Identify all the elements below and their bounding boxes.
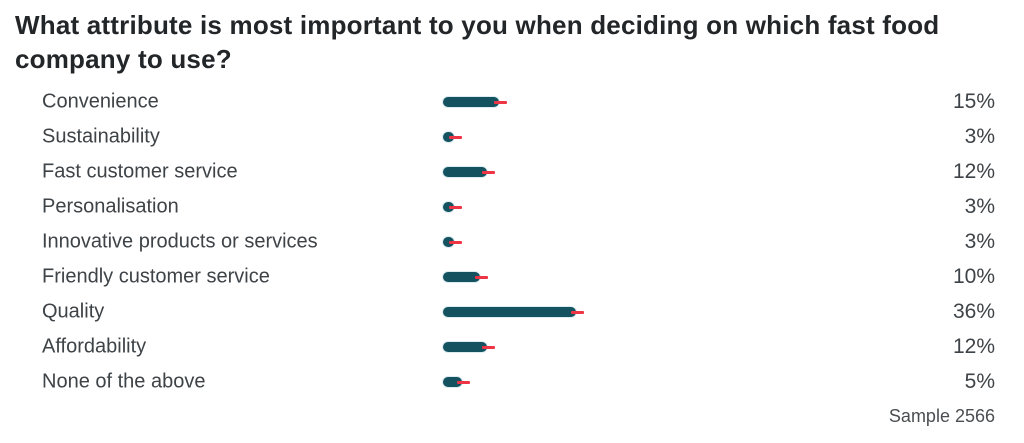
category-label: Quality [42, 300, 105, 322]
bar [443, 236, 455, 247]
chart-row: Convenience 15% [0, 84, 1024, 119]
value-label: 12% [952, 159, 995, 183]
category-label: None of the above [42, 370, 206, 392]
category-label: Convenience [42, 90, 159, 112]
chart-row: Quality 36% [0, 294, 1024, 329]
category-label: Friendly customer service [42, 265, 270, 287]
value-label: 3% [964, 229, 995, 253]
bar [443, 306, 577, 317]
category-label: Fast customer service [42, 160, 238, 182]
bar [443, 131, 455, 142]
bar-end-marker [449, 240, 463, 244]
bar [443, 341, 488, 352]
bar-end-marker [482, 170, 496, 174]
value-label: 10% [952, 264, 995, 288]
chart-row: Personalisation 3% [0, 189, 1024, 224]
category-label: Personalisation [42, 195, 179, 217]
bar [443, 376, 462, 387]
bar-end-marker [493, 100, 507, 104]
bar-end-marker [449, 135, 463, 139]
bar-end-marker [449, 205, 463, 209]
value-label: 3% [964, 194, 995, 218]
bar-end-marker [571, 310, 585, 314]
category-label: Sustainability [42, 125, 160, 147]
value-label: 36% [952, 299, 995, 323]
chart-row: Sustainability 3% [0, 119, 1024, 154]
value-label: 12% [952, 334, 995, 358]
sample-size-label: Sample 2566 [888, 406, 995, 426]
category-label: Affordability [42, 335, 147, 357]
bar [443, 201, 455, 212]
value-label: 3% [964, 124, 995, 148]
chart-title: What attribute is most important to you … [15, 10, 940, 74]
bar-chart: Convenience 15% Sustainability 3% Fast custo… [0, 84, 1024, 399]
chart-row: Affordability 12% [0, 329, 1024, 364]
bar [443, 96, 499, 107]
chart-row: Friendly customer service 10% [0, 259, 1024, 294]
bar-end-marker [475, 275, 488, 279]
value-label: 15% [952, 89, 995, 113]
value-label: 5% [964, 369, 995, 393]
category-label: Innovative products or services [42, 230, 318, 252]
bar-end-marker [456, 380, 470, 384]
bar [443, 166, 488, 177]
chart-row: None of the above 5% [0, 364, 1024, 399]
bar-end-marker [482, 345, 496, 349]
chart-row: Innovative products or services 3% [0, 224, 1024, 259]
bar [443, 271, 480, 282]
chart-row: Fast customer service 12% [0, 154, 1024, 189]
